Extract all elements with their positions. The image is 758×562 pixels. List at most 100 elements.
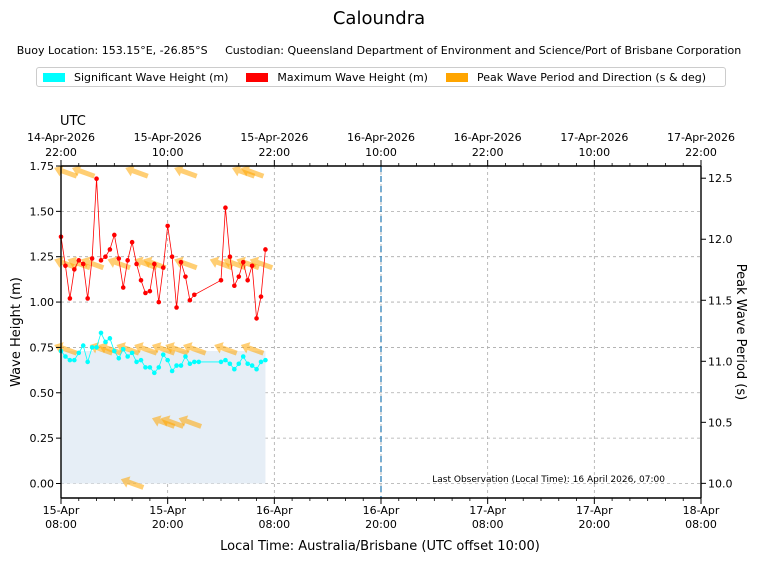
x-tick-label: 18-Apr: [683, 504, 720, 517]
significant-wave-point: [103, 339, 108, 345]
top-tick-label: 16-Apr-2026: [347, 131, 415, 144]
peak-direction-arrow: [160, 415, 185, 429]
legend-label: Maximum Wave Height (m): [277, 70, 428, 84]
top-tick-label: 22:00: [258, 146, 290, 159]
maximum-wave-point: [138, 277, 144, 283]
significant-wave-point: [89, 345, 95, 350]
custodian: Custodian: Queensland Department of Envi…: [225, 44, 742, 57]
maximum-wave-point: [183, 274, 188, 279]
y-tick-label: 0.50: [30, 387, 55, 400]
arrow-shape: [134, 342, 158, 356]
maximum-wave-point: [125, 258, 130, 263]
maximum-wave-point: [227, 254, 233, 260]
significant-wave-point: [129, 350, 135, 356]
top-tick-label: 14-Apr-2026: [27, 131, 95, 144]
x-tick-label: 08:00: [45, 518, 77, 531]
significant-wave-point: [218, 359, 224, 365]
arrow-shape: [183, 342, 207, 356]
significant-wave-point: [187, 361, 193, 367]
arrow-shape: [54, 165, 78, 179]
y2-tick-label: 11.5: [708, 294, 733, 307]
arrow-shape: [174, 256, 198, 271]
arrow-shape: [54, 256, 78, 271]
significant-wave-point: [85, 359, 90, 365]
peak-direction-arrow: [120, 476, 145, 490]
maximum-wave-point: [63, 263, 68, 269]
significant-wave-point: [134, 359, 139, 365]
significant-wave-point: [263, 357, 268, 363]
legend-swatch-red: [246, 72, 269, 82]
maximum-wave-point: [80, 261, 86, 267]
arrow-shape: [80, 256, 105, 271]
chart-title: Caloundra: [332, 8, 426, 29]
top-tick-label: 16-Apr-2026: [454, 131, 522, 144]
maximum-wave-point: [98, 258, 104, 263]
peak-direction-arrow: [223, 256, 247, 271]
significant-wave-point: [63, 354, 68, 359]
arrow-shape: [67, 256, 91, 271]
maximum-wave-point: [263, 247, 268, 252]
legend-label: Peak Wave Period and Direction (s & deg): [476, 70, 707, 84]
peak-direction-arrow: [214, 342, 238, 356]
significant-wave-point: [76, 350, 82, 356]
maximum-wave-point: [245, 277, 250, 283]
peak-direction-arrow: [67, 256, 91, 271]
significant-wave-point: [120, 346, 126, 352]
maximum-wave-point: [240, 259, 246, 265]
maximum-wave-point: [156, 299, 162, 305]
maximum-wave-point: [236, 274, 242, 279]
top-tick-label: 17-Apr-2026: [667, 131, 735, 144]
maximum-wave-point: [89, 256, 95, 261]
arrow-shape: [178, 415, 203, 429]
arrow-shape: [151, 342, 176, 356]
maximum-wave-point: [134, 261, 139, 267]
x-tick-label: 08:00: [685, 518, 717, 531]
y-tick-label: 1.75: [30, 160, 55, 173]
significant-wave-point: [138, 357, 144, 363]
y-axis-label: Wave Height (m): [9, 277, 24, 387]
data-marks: [54, 165, 274, 490]
maximum-wave-point: [72, 267, 77, 272]
significant-wave-point: [258, 359, 264, 365]
peak-direction-arrow: [240, 165, 265, 179]
hs-fill-area: [61, 166, 382, 498]
top-tick-label: 22:00: [45, 146, 77, 159]
legend-item-peak: Peak Wave Period and Direction (s & deg): [445, 70, 707, 84]
maximum-wave-point: [218, 277, 224, 283]
significant-wave-point: [125, 354, 130, 359]
arrow-shape: [249, 256, 274, 271]
arrow-shape: [240, 165, 265, 179]
significant-wave-point: [236, 361, 242, 367]
y-tick-label: 0.75: [30, 341, 55, 354]
maximum-wave-point: [107, 247, 113, 252]
legend-label: Significant Wave Height (m): [74, 70, 229, 84]
maximum-wave-point: [76, 258, 82, 263]
significant-wave-point: [183, 354, 188, 359]
y2-tick-label: 10.0: [708, 477, 733, 490]
peak-direction-arrow: [174, 256, 198, 271]
y2-axis-label: Peak Wave Period (s): [733, 264, 748, 400]
top-tick-label: 10:00: [365, 146, 397, 159]
significant-wave-point: [80, 343, 86, 348]
y2-tick-label: 12.0: [708, 233, 733, 246]
maximum-wave-point: [232, 283, 237, 289]
maximum-wave-point: [169, 254, 175, 260]
peak-direction-arrow: [165, 342, 189, 356]
arrow-shape: [174, 165, 198, 179]
y2-tick-label: 12.5: [708, 172, 733, 185]
legend-item-maximum: Maximum Wave Height (m): [246, 71, 428, 84]
top-tick-label: 15-Apr-2026: [240, 131, 308, 144]
y-tick-label: 0.25: [30, 432, 55, 445]
top-tick-label: 17-Apr-2026: [560, 131, 628, 144]
maximum-wave-point: [165, 223, 170, 229]
maximum-wave-point: [129, 239, 135, 245]
x-axis-label: Local Time: Australia/Brisbane (UTC offs…: [220, 539, 540, 554]
top-tick-label: 22:00: [685, 146, 717, 159]
maximum-wave-point: [103, 254, 108, 260]
significant-wave-point: [249, 363, 255, 368]
peak-direction-arrow: [54, 256, 78, 271]
arrow-shape: [223, 256, 247, 271]
significant-wave-point: [240, 354, 246, 359]
x-tick-label: 20:00: [365, 518, 397, 531]
